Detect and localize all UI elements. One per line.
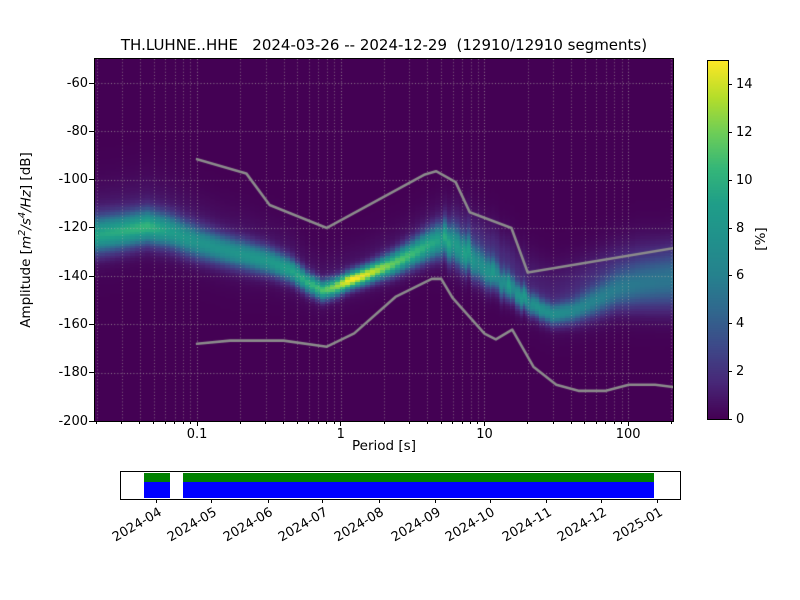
x-minor-tick xyxy=(326,421,328,424)
colorbar-tick-label: 0 xyxy=(736,411,745,427)
x-minor-tick xyxy=(383,421,385,424)
x-minor-tick xyxy=(584,421,586,424)
colorbar-tick-label: 4 xyxy=(736,316,745,332)
timeline-tick xyxy=(657,499,659,503)
plot-title: TH.LUHNE..HHE 2024-03-26 -- 2024-12-29 (… xyxy=(120,36,648,54)
ppsd-heatmap-canvas xyxy=(95,59,673,421)
x-minor-tick xyxy=(613,421,615,424)
colorbar-tick-label: 8 xyxy=(736,220,745,236)
colorbar-tick-label: 14 xyxy=(736,77,753,93)
x-minor-tick xyxy=(527,421,529,424)
x-minor-tick xyxy=(153,421,155,424)
colorbar-tick xyxy=(728,370,732,372)
timeline-tick xyxy=(211,499,213,503)
coverage-segment-blue xyxy=(182,482,654,498)
colorbar-tick-label: 10 xyxy=(736,172,753,188)
x-minor-tick xyxy=(426,421,428,424)
colorbar-tick-label: 6 xyxy=(736,268,745,284)
colorbar-tick xyxy=(728,132,732,134)
x-tick-label: 1 xyxy=(336,427,345,442)
x-minor-tick xyxy=(552,421,554,424)
x-minor-tick xyxy=(333,421,335,424)
x-minor-tick xyxy=(283,421,285,424)
y-tick-label: -120 xyxy=(58,220,88,236)
x-minor-tick xyxy=(182,421,184,424)
coverage-segment-blue xyxy=(144,482,170,498)
coverage-timeline xyxy=(120,471,681,500)
y-tick-label: -200 xyxy=(58,413,88,429)
colorbar-tick xyxy=(728,84,732,86)
timeline-tick xyxy=(435,499,437,503)
x-minor-tick xyxy=(595,421,597,424)
colorbar-gradient-canvas xyxy=(708,61,728,419)
x-minor-tick xyxy=(164,421,166,424)
y-tick xyxy=(89,420,95,422)
timeline-tick xyxy=(601,499,603,503)
colorbar-tick xyxy=(728,275,732,277)
x-tick-label: 10 xyxy=(476,427,493,442)
x-minor-tick xyxy=(96,421,98,424)
x-minor-tick xyxy=(308,421,310,424)
colorbar-tick xyxy=(728,418,732,420)
x-tick xyxy=(340,421,342,426)
x-tick-label: 0.1 xyxy=(186,427,208,442)
x-minor-tick xyxy=(670,421,672,424)
y-tick-label: -60 xyxy=(66,75,88,91)
colorbar-label: [%] xyxy=(753,227,769,251)
colorbar-tick-label: 2 xyxy=(736,363,745,379)
colorbar-tick xyxy=(728,227,732,229)
colorbar-tick xyxy=(728,179,732,181)
x-minor-tick xyxy=(605,421,607,424)
timeline-tick xyxy=(378,499,380,503)
x-tick xyxy=(483,421,485,426)
x-minor-tick xyxy=(440,421,442,424)
x-tick xyxy=(627,421,629,426)
x-minor-tick xyxy=(139,421,141,424)
colorbar-tick xyxy=(728,323,732,325)
x-minor-tick xyxy=(296,421,298,424)
x-minor-tick xyxy=(570,421,572,424)
x-minor-tick xyxy=(621,421,623,424)
y-tick xyxy=(89,130,95,132)
y-tick-label: -180 xyxy=(58,365,88,381)
x-axis-label: Period [s] xyxy=(352,438,416,454)
x-minor-tick xyxy=(174,421,176,424)
y-tick-label: -80 xyxy=(66,123,88,139)
x-minor-tick xyxy=(470,421,472,424)
y-tick xyxy=(89,82,95,84)
x-minor-tick xyxy=(239,421,241,424)
y-tick-label: -160 xyxy=(58,316,88,332)
y-tick-label: -100 xyxy=(58,172,88,188)
x-minor-tick xyxy=(461,421,463,424)
timeline-tick xyxy=(267,499,269,503)
x-minor-tick xyxy=(317,421,319,424)
x-tick-label: 100 xyxy=(615,427,641,442)
x-minor-tick xyxy=(265,421,267,424)
y-tick xyxy=(89,372,95,374)
y-tick xyxy=(89,323,95,325)
coverage-segment-green xyxy=(182,473,654,482)
y-tick-label: -140 xyxy=(58,268,88,284)
main-plot-area xyxy=(94,58,674,422)
timeline-tick xyxy=(322,499,324,503)
timeline-tick xyxy=(489,499,491,503)
timeline-tick xyxy=(546,499,548,503)
x-minor-tick xyxy=(121,421,123,424)
y-tick xyxy=(89,275,95,277)
colorbar xyxy=(707,60,729,420)
x-minor-tick xyxy=(452,421,454,424)
x-minor-tick xyxy=(408,421,410,424)
timeline-tick xyxy=(156,499,158,503)
coverage-segment-green xyxy=(144,473,170,482)
colorbar-tick-label: 12 xyxy=(736,125,753,141)
x-minor-tick xyxy=(477,421,479,424)
y-tick xyxy=(89,227,95,229)
x-minor-tick xyxy=(189,421,191,424)
y-tick xyxy=(89,179,95,181)
x-tick xyxy=(196,421,198,426)
